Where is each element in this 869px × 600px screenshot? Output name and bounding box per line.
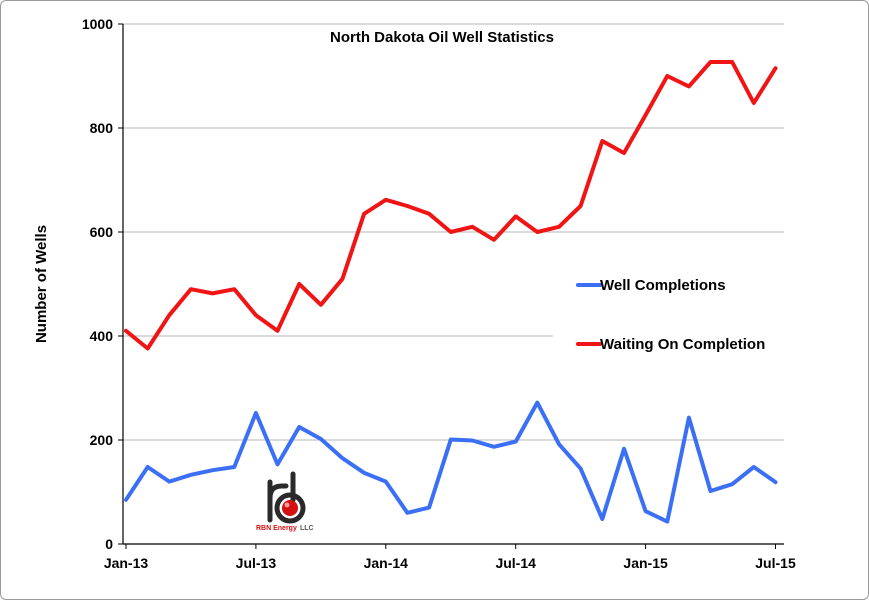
series-line-waiting-on-completion [124, 60, 778, 351]
logo-ball-highlight [284, 502, 290, 508]
x-tick-label: Jan-13 [104, 555, 149, 571]
y-tick-label: 200 [90, 432, 114, 448]
y-tick-label: 0 [105, 536, 113, 552]
logo-text: RBN Energy [256, 525, 297, 532]
legend-label-waiting-on-completion: Waiting On Completion [600, 336, 765, 353]
logo-b-bowl [274, 492, 306, 524]
y-tick-label: 1000 [82, 16, 113, 32]
gridlines [123, 23, 784, 441]
y-tick-labels: 0 200 400 600 800 1000 [82, 16, 123, 552]
logo-red-ball [282, 500, 298, 516]
y-tick-label: 800 [90, 120, 114, 136]
y-tick-label: 600 [90, 224, 114, 240]
legend: Well Completions Waiting On Completion [576, 277, 765, 353]
logo-r-stroke [267, 479, 289, 523]
x-tick-label: Jul-13 [236, 555, 277, 571]
y-tick-label: 400 [90, 328, 114, 344]
logo-suffix: LLC [300, 525, 314, 532]
chart-title: North Dakota Oil Well Statistics [330, 29, 554, 46]
x-tick-label: Jan-14 [364, 555, 409, 571]
axes [122, 24, 784, 545]
series-lines [124, 60, 778, 524]
x-tick-label: Jan-15 [623, 555, 668, 571]
legend-label-well-completions: Well Completions [600, 277, 726, 294]
rbn-energy-logo: RBN Energy LLC [256, 471, 314, 532]
series-line-well-completions [124, 400, 778, 524]
y-axis-label: Number of Wells [33, 225, 50, 343]
x-tick-labels: Jan-13 Jul-13 Jan-14 Jul-14 Jan-15 Jul-15 [104, 544, 796, 571]
x-tick-label: Jul-14 [495, 555, 536, 571]
x-tick-label: Jul-15 [755, 555, 796, 571]
